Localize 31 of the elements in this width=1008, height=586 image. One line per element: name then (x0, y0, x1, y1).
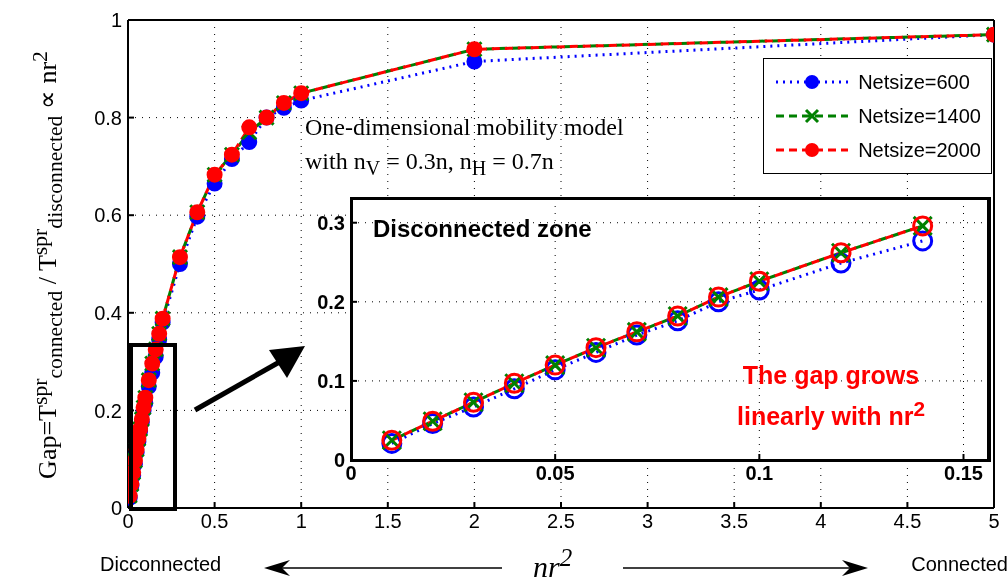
annotation: The gap grows linearly with nr$^{2}$ (736, 360, 926, 433)
annotation: One-dimensional mobility model (305, 114, 624, 141)
x-tick-label: 0.15 (944, 462, 983, 485)
y-tick-label: 0.4 (94, 301, 122, 324)
x-tick-label: 3 (642, 510, 654, 533)
x-tick-label: 5 (988, 510, 1000, 533)
y-tick-label: 0.6 (94, 204, 122, 227)
x-tick-label: 2.5 (547, 510, 575, 533)
y-tick-label: 1 (110, 9, 122, 32)
legend-label: Netsize=2000 (858, 138, 981, 162)
x-tick-label: 4 (815, 510, 827, 533)
y-tick-label: 0.2 (94, 399, 122, 422)
y-tick-label: 0.8 (94, 106, 122, 129)
x-tick-label: 0.5 (200, 510, 229, 533)
x-tick-label: 3.5 (720, 510, 749, 533)
x-tick-label: 0.1 (745, 462, 774, 485)
x-tick-label: 0.05 (535, 462, 575, 485)
legend-label: Netsize=1400 (858, 104, 981, 128)
text: Connected (911, 553, 1008, 576)
x-tick-label: 1 (295, 510, 307, 533)
annotation: with n$_{V}$ = 0.3n, n$_{H}$ = 0.7n (305, 148, 554, 180)
y-tick-label: 0.3 (317, 211, 345, 234)
text: Dicconnected (100, 553, 222, 576)
y-tick-label: 0.1 (317, 370, 345, 393)
x-tick-label: 2 (468, 510, 480, 533)
x-axis-title: nr$^{2}$ (533, 544, 573, 584)
annotation: Disconnected zone (373, 215, 592, 243)
x-tick-label: 1.5 (373, 510, 402, 533)
legend-label: Netsize=600 (858, 70, 970, 94)
x-tick-label: 4.5 (893, 510, 922, 533)
y-tick-label: 0.2 (317, 290, 345, 313)
